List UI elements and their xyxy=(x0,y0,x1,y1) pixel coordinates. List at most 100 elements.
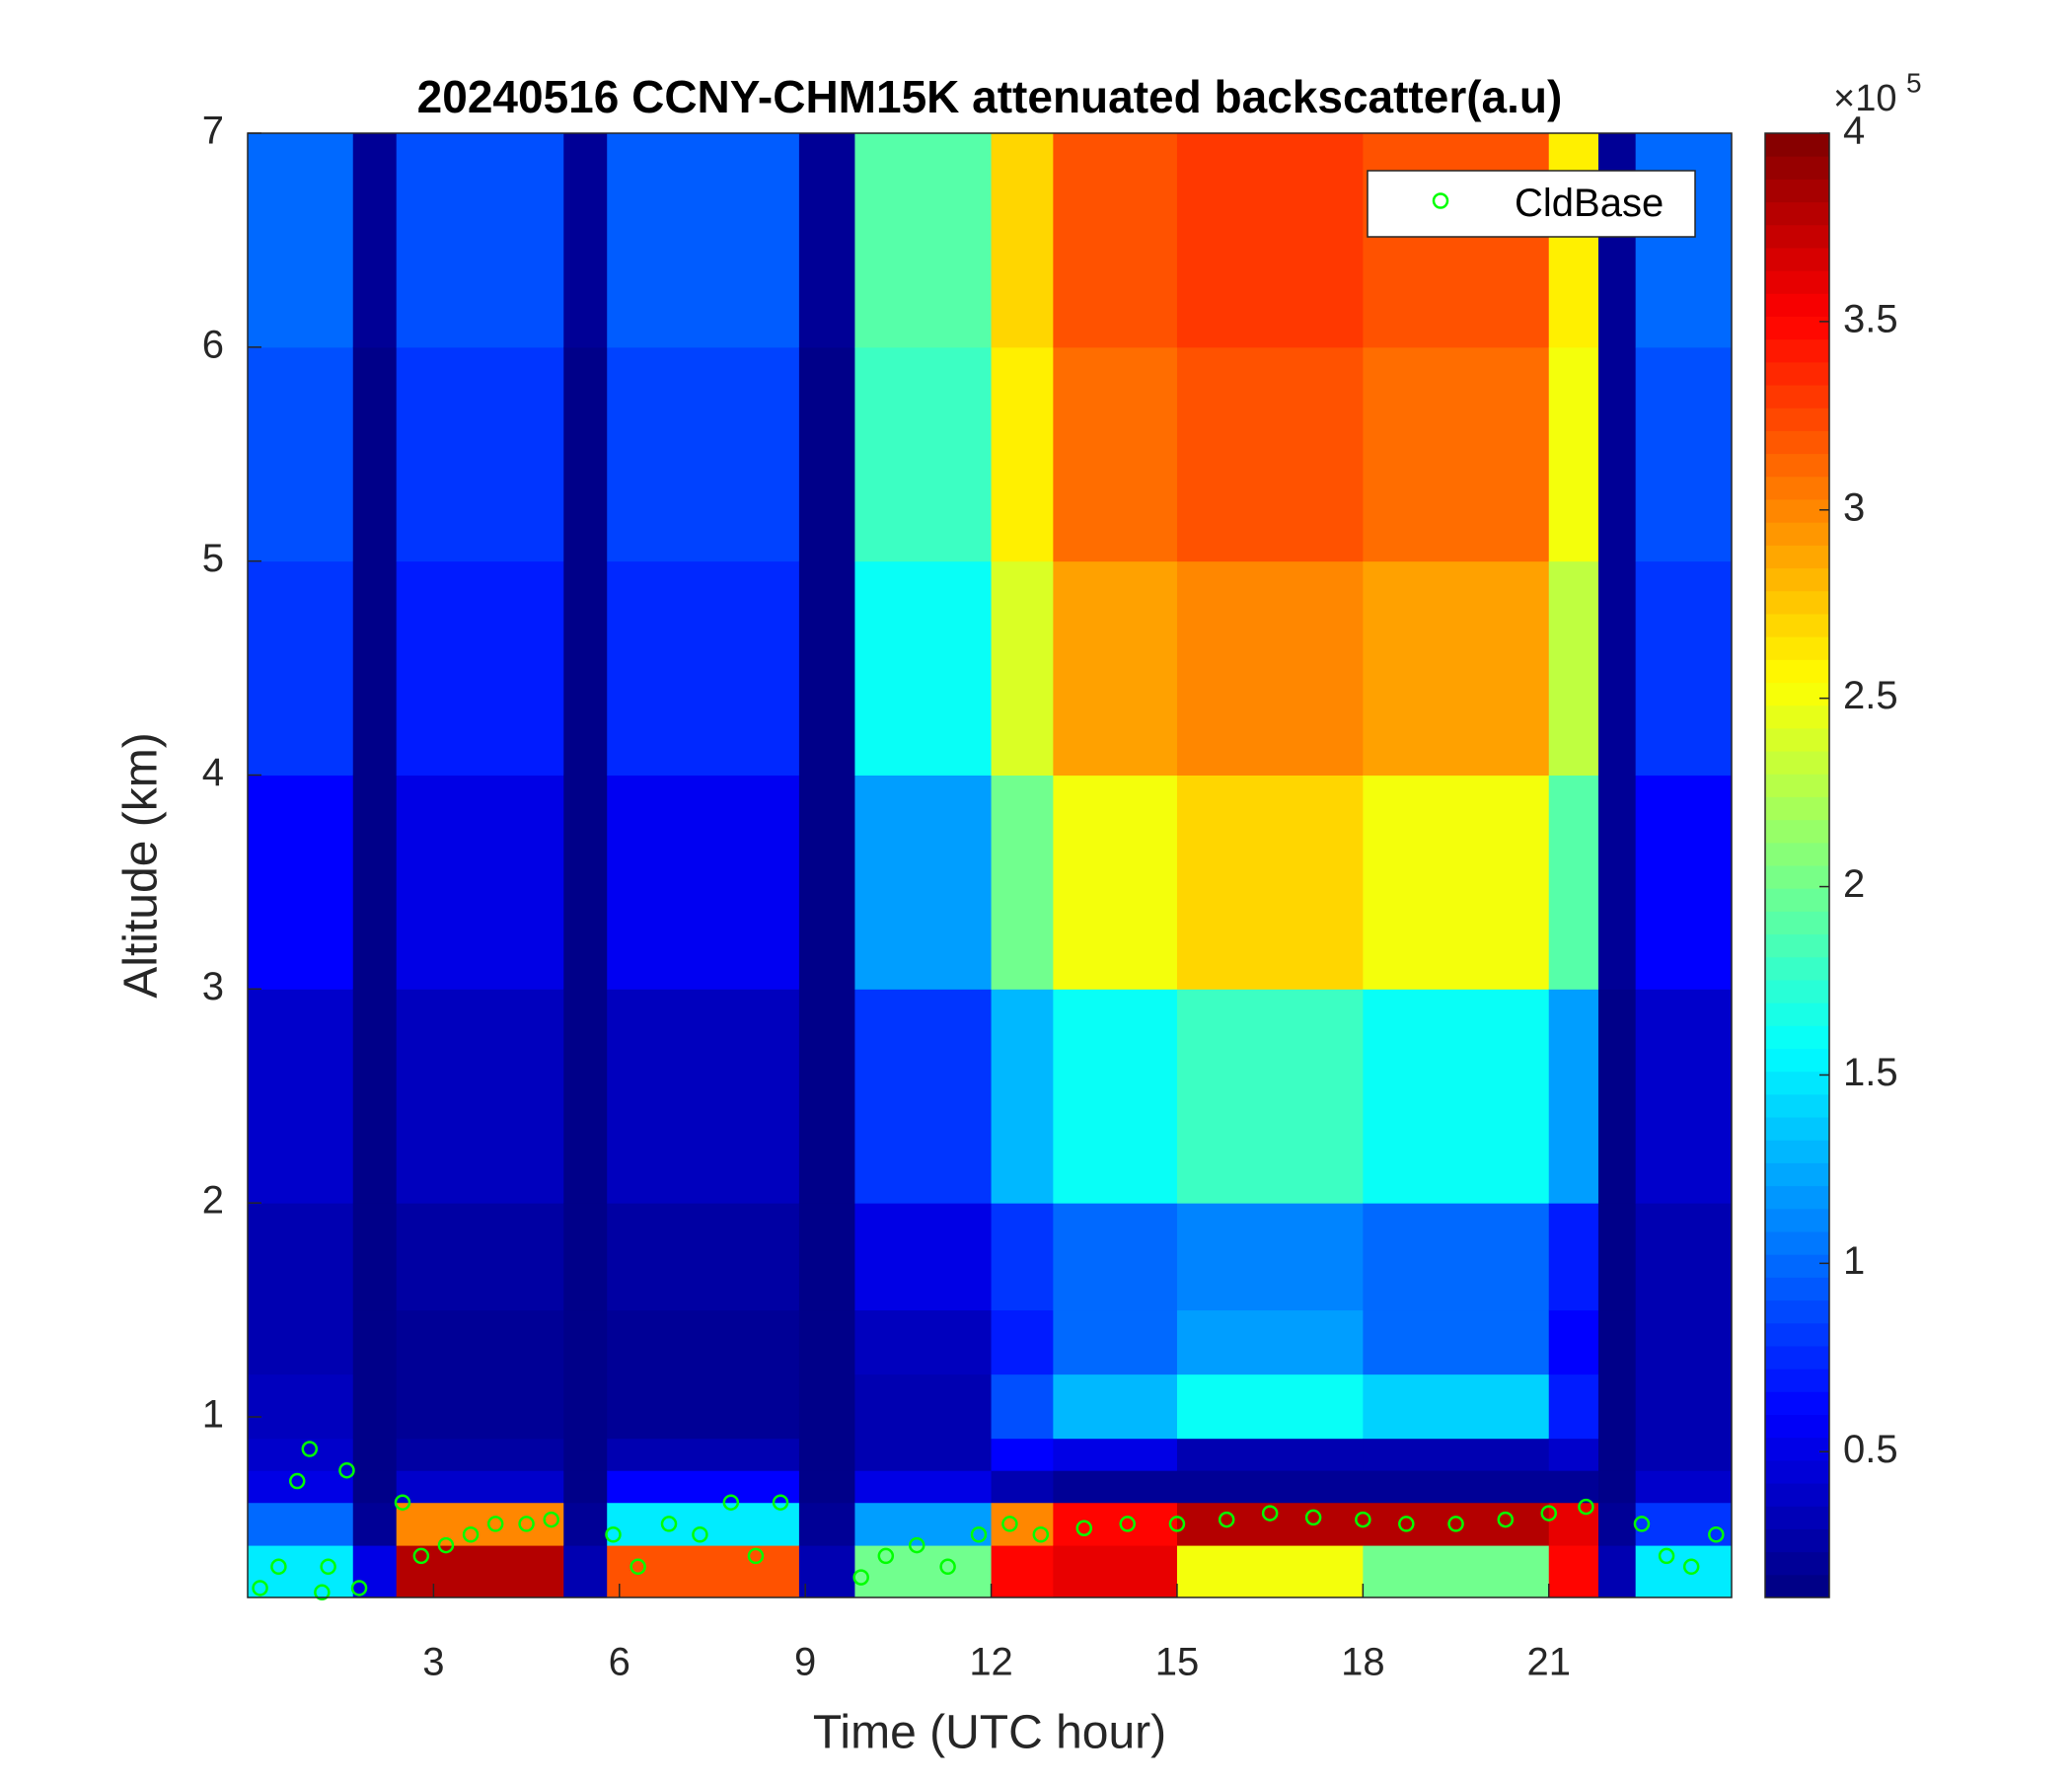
colorbar-step xyxy=(1765,476,1829,500)
heat-cell xyxy=(991,1502,1054,1546)
heat-cell xyxy=(991,1203,1054,1311)
cloud-base-point xyxy=(1075,1520,1093,1536)
heat-cell xyxy=(396,560,564,776)
cloud-base-point xyxy=(1633,1516,1651,1532)
cloud-base-point xyxy=(350,1580,368,1596)
colorbar-step xyxy=(1765,1117,1829,1141)
colorbar-step xyxy=(1765,1071,1829,1095)
cloud-base-point xyxy=(692,1526,708,1543)
heat-cell xyxy=(1363,1545,1550,1598)
heat-cell xyxy=(248,560,354,776)
heat-cell xyxy=(352,1309,398,1375)
colorbar-step xyxy=(1765,338,1829,363)
heat-cell xyxy=(607,346,800,562)
heat-cell xyxy=(991,1545,1054,1598)
heat-cell xyxy=(1363,1438,1550,1471)
heat-cell xyxy=(1635,1545,1733,1598)
heat-cell xyxy=(1548,1438,1599,1471)
colorbar-step xyxy=(1765,1025,1829,1049)
heat-cell xyxy=(854,1470,993,1504)
cloud-base-point xyxy=(437,1536,455,1554)
heat-cell xyxy=(1176,989,1364,1204)
heat-cell xyxy=(1363,1309,1550,1375)
colorbar-step xyxy=(1765,270,1829,294)
colorbar-step xyxy=(1765,522,1829,546)
heat-cell xyxy=(1597,346,1637,562)
colorbar-step xyxy=(1765,590,1829,615)
colorbar-step xyxy=(1765,1208,1829,1232)
legend-label: CldBase xyxy=(1515,182,1664,225)
colorbar-step xyxy=(1765,933,1829,958)
heat-cell xyxy=(1635,775,1733,990)
heat-cell xyxy=(248,775,354,990)
heat-cell xyxy=(352,560,398,776)
heat-cell xyxy=(798,560,855,776)
cloud-base-point xyxy=(1497,1511,1515,1528)
colorbar-step xyxy=(1765,385,1829,408)
heat-cell xyxy=(1597,1309,1637,1375)
heat-cell xyxy=(248,133,354,348)
heat-cell xyxy=(854,1502,993,1546)
heat-cell xyxy=(798,1373,855,1440)
cloud-base-point xyxy=(270,1558,287,1576)
cloud-base-point xyxy=(1578,1498,1594,1516)
heat-cell xyxy=(1548,1470,1599,1504)
heat-cell xyxy=(1176,1438,1364,1471)
heat-cell xyxy=(798,1309,855,1375)
heat-cell xyxy=(1635,1470,1733,1504)
colorbar-tick-label: 4 xyxy=(1843,110,1865,153)
heat-cell xyxy=(1053,1470,1178,1504)
heat-cell xyxy=(607,1309,800,1375)
heat-cell xyxy=(607,1502,800,1546)
cloud-base-point xyxy=(908,1536,925,1554)
colorbar-step xyxy=(1765,179,1829,203)
legend-marker xyxy=(1432,192,1449,209)
colorbar-frame xyxy=(1764,132,1830,1598)
colorbar-step xyxy=(1765,430,1829,455)
heat-cell xyxy=(1597,560,1637,776)
colorbar-step xyxy=(1765,1483,1829,1507)
heat-cell xyxy=(352,133,398,348)
colorbar-tick-label: 3 xyxy=(1843,485,1865,529)
heat-cell xyxy=(1635,1502,1733,1546)
heat-cell xyxy=(798,1545,855,1598)
colorbar-tick-label: 0.5 xyxy=(1843,1428,1898,1471)
cloud-base-point xyxy=(1032,1526,1050,1543)
colorbar-step xyxy=(1765,1345,1829,1370)
heat-cell xyxy=(396,1203,564,1311)
heat-cell xyxy=(854,1203,993,1311)
colorbar-step xyxy=(1765,751,1829,775)
colorbar-step xyxy=(1765,1162,1829,1187)
colorbar-step xyxy=(1765,201,1829,226)
heat-cell xyxy=(991,1373,1054,1440)
heat-cell xyxy=(991,133,1054,348)
colorbar-step xyxy=(1765,774,1829,797)
cloud-base-point xyxy=(252,1580,268,1596)
heat-cell xyxy=(1053,346,1178,562)
heat-cell xyxy=(991,1470,1054,1504)
heat-cell xyxy=(991,346,1054,562)
heat-cell xyxy=(1053,1373,1178,1440)
plot-frame xyxy=(247,132,1733,1598)
heat-cell xyxy=(352,1470,398,1504)
heat-cell xyxy=(396,1470,564,1504)
heat-cell xyxy=(607,1470,800,1504)
heat-cell xyxy=(1548,346,1599,562)
y-tick-label: 5 xyxy=(202,537,224,580)
heat-cell xyxy=(798,989,855,1204)
heat-cell xyxy=(607,133,800,348)
colorbar-step xyxy=(1765,361,1829,386)
cloud-base-point xyxy=(1708,1526,1725,1543)
cloud-base-point xyxy=(939,1558,956,1576)
x-tick-label: 21 xyxy=(1526,1641,1571,1684)
cloud-base-point xyxy=(543,1511,559,1528)
heat-cell xyxy=(1548,1502,1599,1546)
heat-cell xyxy=(1053,989,1178,1204)
cloud-base-point xyxy=(1218,1511,1235,1528)
heat-cell xyxy=(563,133,608,348)
heat-cell xyxy=(798,346,855,562)
colorbar-step xyxy=(1765,1048,1829,1073)
cloud-base-point xyxy=(518,1516,535,1532)
colorbar-step xyxy=(1765,682,1829,706)
cloud-base-point xyxy=(462,1526,480,1543)
